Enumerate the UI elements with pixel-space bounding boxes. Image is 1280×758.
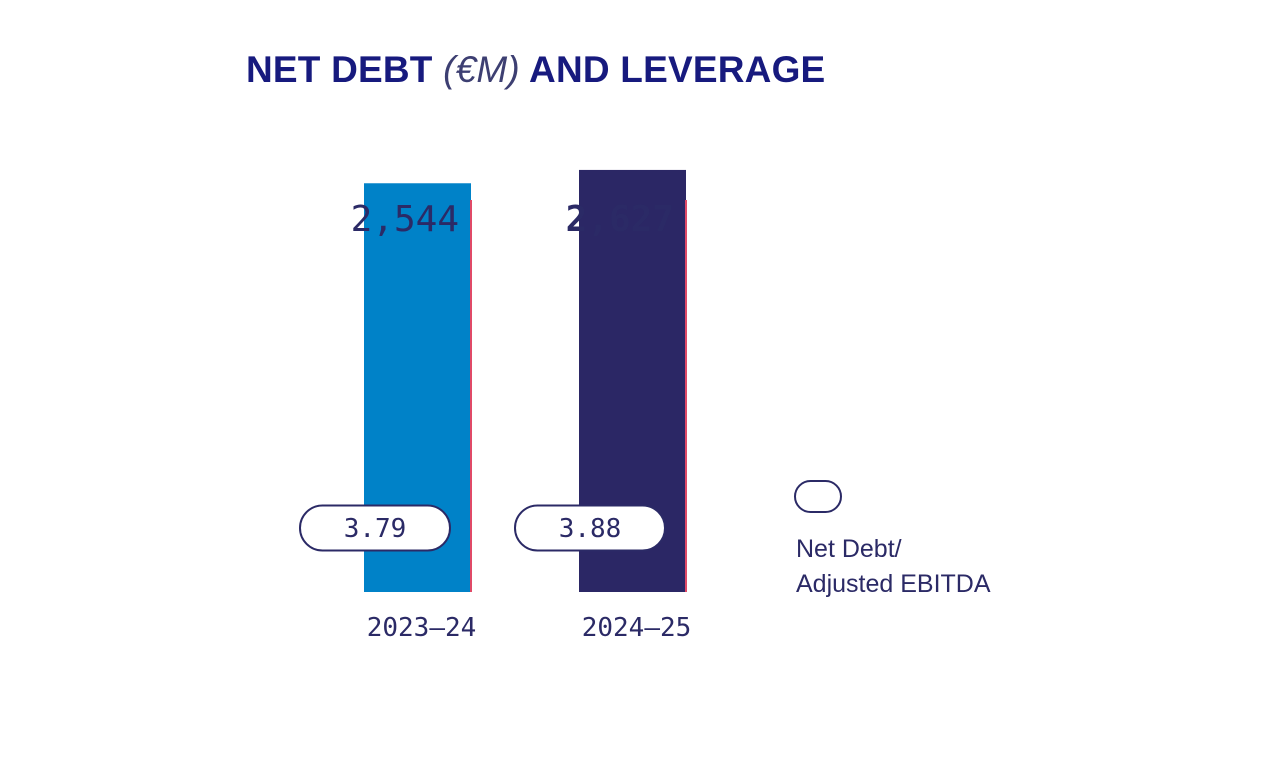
chart-title-main: NET DEBT (246, 49, 433, 90)
net-debt-value-label-1: 2,544 (351, 199, 459, 240)
x-tick-label-1: 2023–24 (367, 613, 477, 643)
chart-title-unit: (€M) (443, 49, 520, 90)
legend-label-line-1: Net Debt/ (796, 535, 902, 563)
leverage-pill-2 (514, 504, 666, 552)
value-labels-layer: 2,544 2,627 (351, 199, 674, 240)
leverage-pill-1 (299, 504, 451, 552)
legend-label-line-2: Adjusted EBITDA (796, 570, 991, 598)
legend-pill-marker (794, 480, 842, 513)
accent-lines-layer (470, 200, 687, 592)
leverage-pills-layer: 3.79 3.88 (299, 504, 666, 552)
chart-title-tail: AND LEVERAGE (529, 49, 826, 90)
chart-title: NET DEBT (€M) AND LEVERAGE (246, 46, 825, 94)
leverage-value-label-2: 3.88 (559, 514, 622, 544)
legend: Net Debt/Adjusted EBITDA (794, 480, 991, 598)
net-debt-value-label-2: 2,627 (566, 199, 674, 240)
x-tick-label-2: 2024–25 (582, 613, 692, 643)
x-axis-labels-layer: 2023–24 2024–25 (367, 613, 692, 643)
leverage-value-label-1: 3.79 (344, 514, 407, 544)
